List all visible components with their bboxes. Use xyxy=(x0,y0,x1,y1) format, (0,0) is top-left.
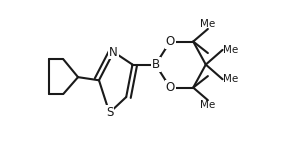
Text: O: O xyxy=(166,35,175,48)
Text: Me: Me xyxy=(223,74,238,84)
Text: N: N xyxy=(109,45,118,58)
Text: B: B xyxy=(151,58,160,71)
Text: Me: Me xyxy=(223,45,238,55)
Text: Me: Me xyxy=(200,100,215,110)
Text: O: O xyxy=(166,81,175,94)
Text: S: S xyxy=(106,106,113,119)
Text: Me: Me xyxy=(200,19,215,29)
